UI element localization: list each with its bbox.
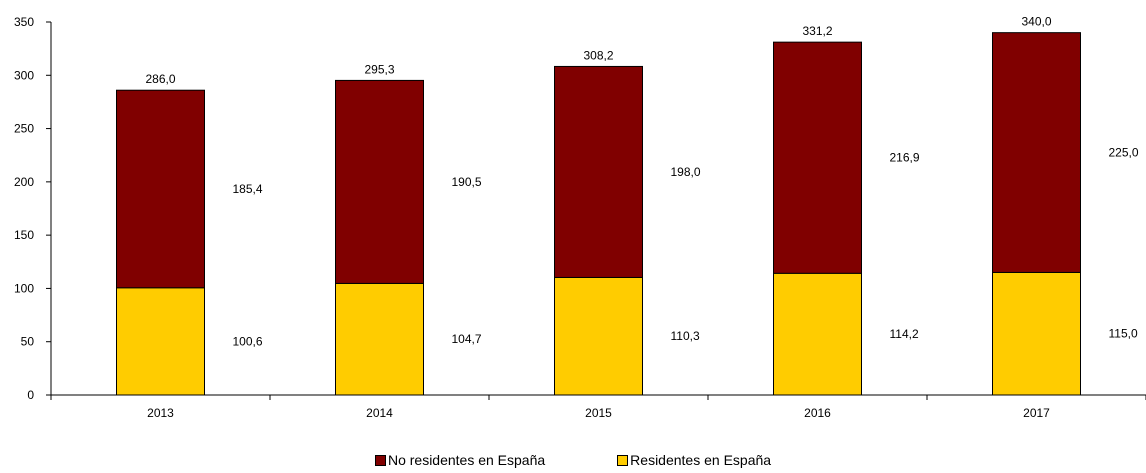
data-label-no-residentes: 190,5 — [452, 175, 482, 189]
data-label-residentes: 104,7 — [452, 332, 482, 346]
data-label-residentes: 114,2 — [890, 327, 919, 341]
legend-swatch-no-residentes — [374, 454, 386, 466]
y-tick-label: 50 — [21, 335, 35, 349]
total-label: 331,2 — [802, 24, 832, 38]
x-tick-label: 2017 — [1023, 406, 1050, 420]
x-tick-label: 2014 — [366, 406, 393, 420]
y-tick-label: 100 — [14, 281, 34, 295]
bar-no-residentes — [554, 65, 643, 278]
legend-swatch-residentes — [617, 454, 629, 466]
bar-no-residentes — [116, 89, 205, 289]
y-tick-label: 0 — [27, 388, 34, 402]
bar-no-residentes — [335, 79, 424, 284]
bar-residentes — [992, 271, 1081, 396]
data-label-residentes: 110,3 — [671, 329, 700, 343]
y-tick-label: 350 — [14, 15, 34, 29]
data-label-no-residentes: 225,0 — [1109, 146, 1139, 160]
bar-residentes — [116, 287, 205, 396]
data-label-residentes: 100,6 — [233, 334, 263, 348]
y-tick-label: 150 — [14, 228, 34, 242]
bar-residentes — [554, 276, 643, 396]
stacked-bar-chart: 0 50 100 150 200 250 300 350 2013 286,0 185,4 100,6… — [14, 15, 1146, 420]
bar-no-residentes — [992, 32, 1081, 273]
bar-residentes — [335, 282, 424, 396]
legend-label-no-residentes: No residentes en España — [387, 452, 546, 468]
total-label: 295,3 — [364, 62, 394, 76]
data-label-residentes: 115,0 — [1109, 327, 1138, 341]
data-label-no-residentes: 198,0 — [671, 165, 701, 179]
legend-item-no-residentes: No residentes en España — [374, 452, 546, 468]
total-label: 286,0 — [145, 72, 175, 86]
legend: No residentes en España Residentes en Es… — [0, 452, 1146, 468]
y-tick-label: 250 — [14, 122, 34, 136]
x-tick-label: 2016 — [804, 406, 831, 420]
data-label-no-residentes: 185,4 — [233, 182, 263, 196]
data-label-no-residentes: 216,9 — [890, 151, 920, 165]
y-tick-label: 200 — [14, 175, 34, 189]
x-tick-label: 2015 — [585, 406, 612, 420]
x-tick-label: 2013 — [147, 406, 174, 420]
legend-item-residentes: Residentes en España — [617, 452, 771, 468]
y-tick-label: 300 — [14, 68, 34, 82]
bar-no-residentes — [773, 41, 862, 274]
bar-residentes — [773, 272, 862, 396]
total-label: 308,2 — [583, 48, 613, 62]
legend-label-residentes: Residentes en España — [630, 452, 772, 468]
total-label: 340,0 — [1021, 15, 1051, 29]
